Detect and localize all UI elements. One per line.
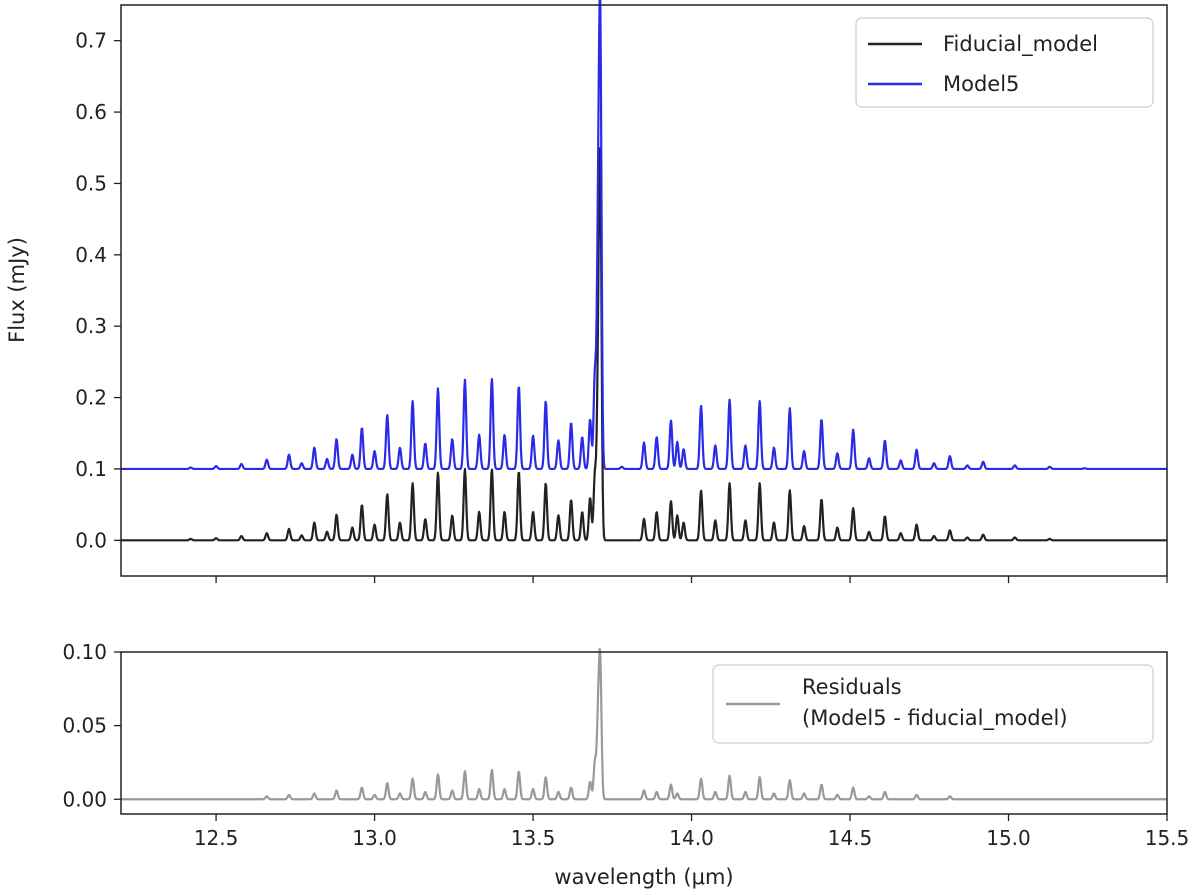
bottom-ytick-label: 0.05 [62,714,107,738]
top-ytick-label: 0.3 [75,314,107,338]
bottom-xtick-label: 13.0 [352,826,397,850]
legend-label-model5: Model5 [943,72,1019,96]
top-panel: 0.0 0.1 0.2 0.3 0.4 0.5 0.6 0.7 Flux (mJy) Fidu… [5,0,1168,583]
top-ytick-label: 0.2 [75,386,107,410]
top-ytick-label: 0.1 [75,457,107,481]
top-ytick-label: 0.6 [75,100,107,124]
legend-label-residuals-line2: (Model5 - fiducial_model) [802,706,1068,731]
bottom-panel: 0.00 0.05 0.10 12.5 13.0 13.5 14.0 14.5 15.0 15.5… [62,640,1189,889]
bottom-xlabel: wavelength (μm) [554,865,733,889]
legend-label-fiducial: Fiducial_model [943,32,1098,57]
top-legend: Fiducial_model Model5 [855,17,1154,108]
series-line-model5 [120,0,1168,471]
top-axes-frame [120,4,1168,577]
bottom-xtick-label: 14.0 [669,826,714,850]
bottom-legend: Residuals (Model5 - fiducial_model) [712,664,1154,744]
bottom-ytick-label: 0.00 [62,787,107,811]
top-ytick-label: 0.0 [75,528,107,552]
top-ytick-label: 0.7 [75,29,107,53]
legend-label-residuals-line1: Residuals [802,675,902,699]
bottom-xtick-label: 15.5 [1145,826,1190,850]
top-axis-ticks: 0.0 0.1 0.2 0.3 0.4 0.5 0.6 0.7 [75,29,1168,583]
bottom-series-lines [120,647,1168,801]
top-legend-box [855,17,1154,108]
bottom-legend-box [712,664,1154,744]
bottom-xtick-label: 13.5 [511,826,556,850]
top-ytick-label: 0.4 [75,243,107,267]
bottom-xtick-label: 14.5 [828,826,873,850]
bottom-xtick-label: 15.0 [986,826,1031,850]
top-ytick-label: 0.5 [75,171,107,195]
bottom-xtick-label: 12.5 [194,826,239,850]
bottom-ytick-label: 0.10 [62,640,107,664]
series-line-fiducial-model [120,147,1168,542]
top-series-lines [120,0,1168,542]
series-line-residuals [120,647,1168,801]
bottom-axis-ticks: 0.00 0.05 0.10 12.5 13.0 13.5 14.0 14.5 15.0 15.5 [62,640,1189,850]
bottom-axes-frame [120,651,1168,815]
top-ylabel: Flux (mJy) [5,237,29,343]
